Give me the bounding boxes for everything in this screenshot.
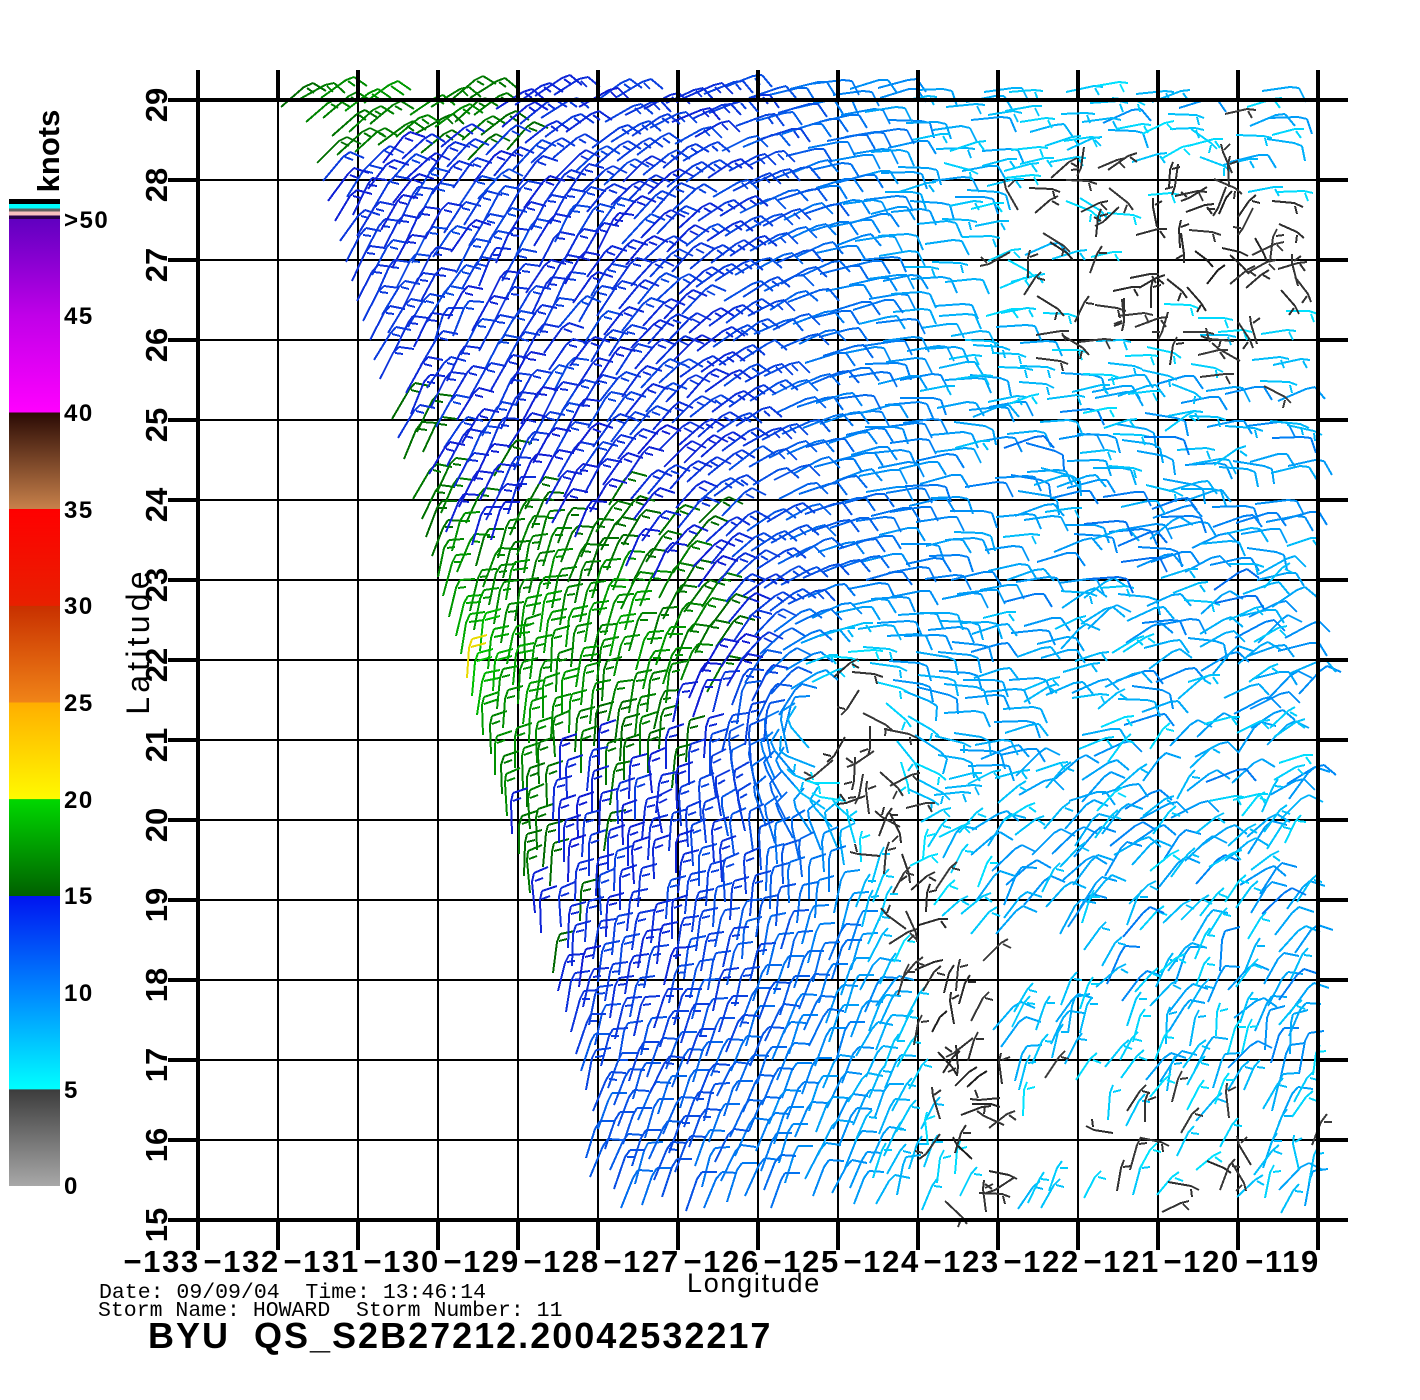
svg-text:−124: −124 (843, 1244, 920, 1279)
svg-text:21: 21 (139, 728, 174, 762)
svg-text:−121: −121 (1083, 1244, 1160, 1279)
svg-text:BYU QS_S2B27212.20042532217: BYU QS_S2B27212.20042532217 (148, 1315, 772, 1356)
svg-text:20: 20 (64, 787, 94, 814)
svg-text:Latitude: Latitude (120, 567, 156, 714)
svg-text:−128: −128 (523, 1244, 600, 1279)
svg-text:35: 35 (64, 497, 94, 524)
svg-text:15: 15 (64, 883, 94, 910)
svg-text:40: 40 (64, 400, 94, 427)
svg-text:−132: −132 (203, 1244, 280, 1279)
svg-text:10: 10 (64, 980, 94, 1007)
svg-text:30: 30 (64, 593, 94, 620)
svg-text:−127: −127 (603, 1244, 680, 1279)
svg-text:24: 24 (139, 487, 174, 522)
svg-text:−122: −122 (1003, 1244, 1080, 1279)
svg-text:16: 16 (139, 1128, 174, 1162)
svg-text:−133: −133 (123, 1244, 200, 1279)
svg-text:Date: 09/09/04 Time: 13:46:14: Date: 09/09/04 Time: 13:46:14 (99, 1281, 486, 1305)
svg-text:−123: −123 (923, 1244, 1000, 1279)
svg-text:knots: knots (31, 110, 66, 193)
svg-text:22: 22 (139, 648, 174, 682)
svg-text:>50: >50 (64, 207, 109, 234)
svg-text:27: 27 (139, 248, 174, 282)
svg-text:45: 45 (64, 303, 94, 330)
svg-text:−120: −120 (1163, 1244, 1240, 1279)
svg-text:18: 18 (139, 968, 174, 1002)
svg-text:−129: −129 (443, 1244, 520, 1279)
svg-text:−119: −119 (1245, 1244, 1320, 1279)
svg-text:25: 25 (64, 690, 94, 717)
svg-text:−130: −130 (363, 1244, 440, 1279)
svg-text:−131: −131 (283, 1244, 360, 1279)
svg-text:−125: −125 (763, 1244, 840, 1279)
svg-text:5: 5 (64, 1077, 79, 1104)
svg-text:Storm Name: HOWARD Storm Numb: Storm Name: HOWARD Storm Number: 11 (98, 1299, 562, 1323)
svg-text:28: 28 (139, 168, 174, 202)
svg-text:0: 0 (64, 1173, 79, 1200)
svg-text:20: 20 (139, 808, 174, 842)
svg-text:23: 23 (139, 568, 174, 602)
svg-text:29: 29 (139, 88, 174, 122)
svg-text:19: 19 (139, 888, 174, 922)
svg-text:−126: −126 (683, 1244, 760, 1279)
svg-text:Longitude: Longitude (687, 1268, 821, 1298)
svg-text:25: 25 (139, 408, 174, 442)
svg-text:26: 26 (139, 328, 174, 362)
svg-text:15: 15 (139, 1208, 174, 1242)
svg-text:17: 17 (139, 1048, 174, 1082)
